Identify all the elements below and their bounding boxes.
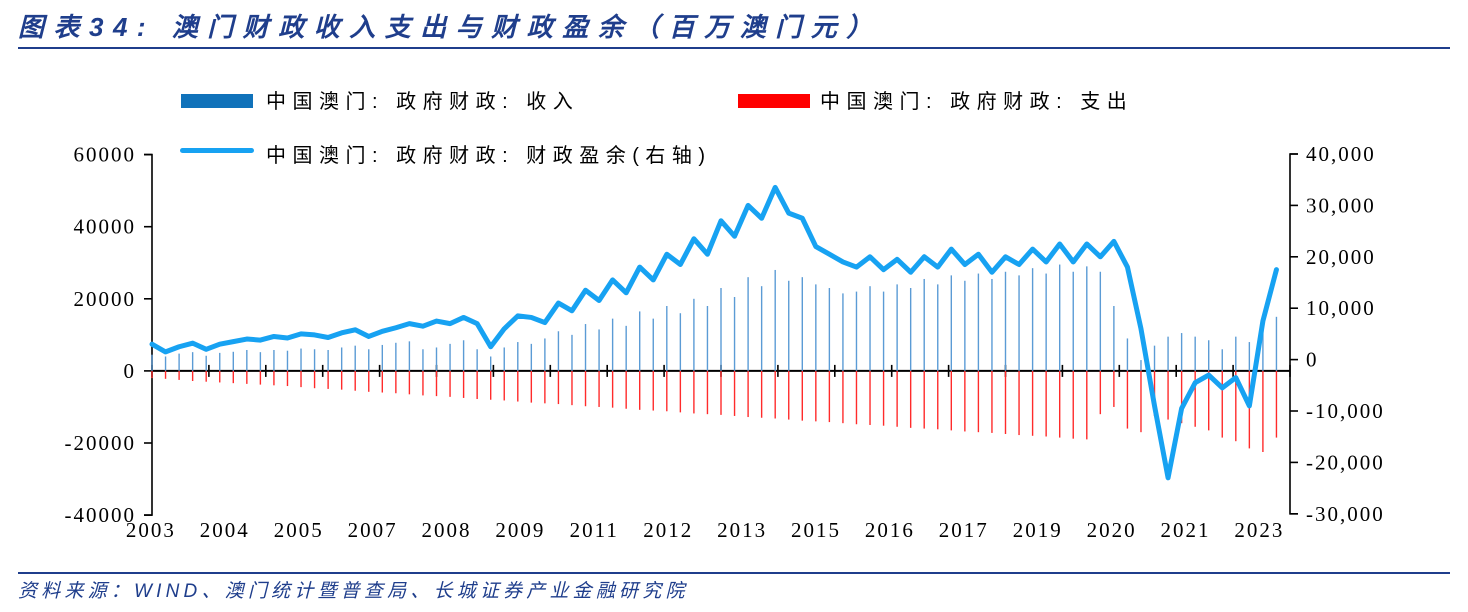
svg-text:-10,000: -10,000	[1306, 399, 1385, 423]
svg-text:2016: 2016	[865, 518, 915, 542]
svg-text:2005: 2005	[274, 518, 324, 542]
svg-text:2021: 2021	[1161, 518, 1211, 542]
svg-text:2004: 2004	[200, 518, 250, 542]
svg-text:0: 0	[124, 359, 137, 383]
svg-text:30,000: 30,000	[1306, 193, 1376, 217]
svg-text:2020: 2020	[1087, 518, 1137, 542]
svg-text:10,000: 10,000	[1306, 296, 1376, 320]
svg-text:2012: 2012	[643, 518, 693, 542]
svg-text:20,000: 20,000	[1306, 245, 1376, 269]
svg-text:40000: 40000	[74, 215, 137, 239]
svg-text:2007: 2007	[348, 518, 398, 542]
svg-text:2008: 2008	[422, 518, 472, 542]
svg-text:2015: 2015	[791, 518, 841, 542]
svg-text:2003: 2003	[126, 518, 176, 542]
svg-text:-20,000: -20,000	[1306, 450, 1385, 474]
svg-text:0: 0	[1306, 348, 1319, 372]
svg-text:-30,000: -30,000	[1306, 502, 1385, 526]
svg-text:2019: 2019	[1013, 518, 1063, 542]
svg-text:40,000: 40,000	[1306, 142, 1376, 166]
svg-text:2011: 2011	[570, 518, 619, 542]
svg-text:2013: 2013	[717, 518, 767, 542]
svg-text:2017: 2017	[939, 518, 989, 542]
svg-text:2009: 2009	[495, 518, 545, 542]
svg-text:60000: 60000	[74, 143, 137, 167]
svg-text:2023: 2023	[1234, 518, 1284, 542]
svg-text:-20000: -20000	[65, 431, 137, 455]
svg-text:20000: 20000	[74, 287, 137, 311]
